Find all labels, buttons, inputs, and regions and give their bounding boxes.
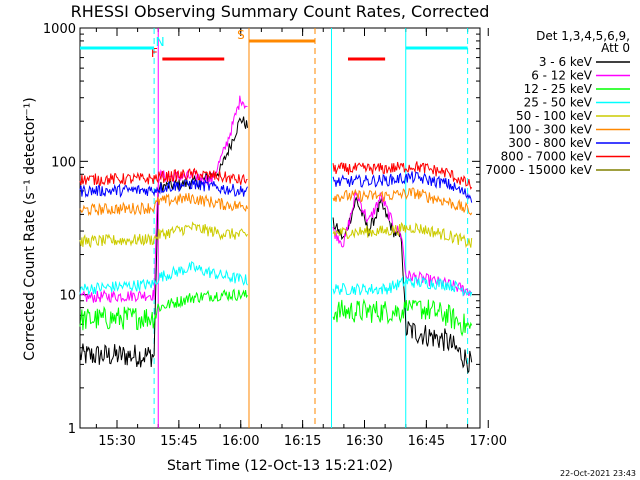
- chart-title: RHESSI Observing Summary Count Rates, Co…: [71, 2, 490, 21]
- legend-label-300-800-kev: 300 - 800 keV: [508, 136, 592, 150]
- series-line-100-300-kev: [79, 192, 248, 217]
- legend-label-6-12-kev: 6 - 12 keV: [531, 69, 593, 83]
- legend-header-line: Det 1,3,4,5,6,9,: [536, 29, 630, 43]
- series-line-6-12-kev: [79, 95, 248, 303]
- series-line-25-50-kev: [79, 261, 248, 296]
- series-line-3-6-kev: [79, 116, 248, 368]
- y-tick-label: 1000: [43, 22, 76, 37]
- y-tick-label: 1: [68, 422, 76, 437]
- x-tick-label: 15:30: [98, 434, 135, 449]
- series-line-800-7000-kev: [332, 161, 473, 190]
- legend-label-25-50-kev: 25 - 50 keV: [524, 96, 593, 110]
- legend-label-50-100-kev: 50 - 100 keV: [516, 109, 593, 123]
- legend-label-800-7000-kev: 800 - 7000 keV: [501, 150, 593, 164]
- y-tick-label: 10: [59, 289, 76, 304]
- series-line-300-800-kev: [79, 177, 248, 198]
- plot-frame: [79, 27, 481, 429]
- flag-label-n: N: [156, 35, 165, 49]
- x-tick-label: 17:00: [470, 434, 507, 449]
- series-line-300-800-kev: [332, 171, 473, 203]
- flag-label-f: F: [151, 46, 158, 60]
- legend-label-7000-15000-kev: 7000 - 15000 keV: [485, 163, 592, 177]
- legend-label-100-300-kev: 100 - 300 keV: [508, 123, 592, 137]
- series-line-12-25-kev: [332, 298, 473, 337]
- legend-label-12-25-kev: 12 - 25 keV: [524, 82, 593, 96]
- y-tick-label: 100: [51, 155, 76, 170]
- x-axis-label: Start Time (12-Oct-13 15:21:02): [167, 458, 393, 474]
- series-line-12-25-kev: [79, 288, 248, 331]
- x-tick-label: 16:30: [346, 434, 383, 449]
- legend-label-3-6-kev: 3 - 6 keV: [539, 55, 593, 69]
- x-tick-label: 16:45: [408, 434, 445, 449]
- x-tick-label: 15:45: [160, 434, 197, 449]
- legend-header-line: Att 0: [601, 41, 630, 55]
- series-line-50-100-kev: [332, 221, 473, 248]
- series-line-25-50-kev: [332, 275, 473, 298]
- generation-timestamp: 22-Oct-2021 23:43: [560, 469, 636, 478]
- series-line-100-300-kev: [332, 187, 473, 216]
- series-line-3-6-kev: [332, 196, 473, 374]
- x-tick-label: 16:15: [284, 434, 321, 449]
- x-tick-label: 16:00: [222, 434, 259, 449]
- series-line-6-12-kev: [332, 191, 473, 297]
- series-line-50-100-kev: [79, 221, 248, 249]
- series-line-800-7000-kev: [79, 167, 248, 187]
- flag-label-s: S: [237, 28, 245, 42]
- y-axis-label: Corrected Count Rate (s⁻¹ detector⁻¹): [22, 97, 38, 360]
